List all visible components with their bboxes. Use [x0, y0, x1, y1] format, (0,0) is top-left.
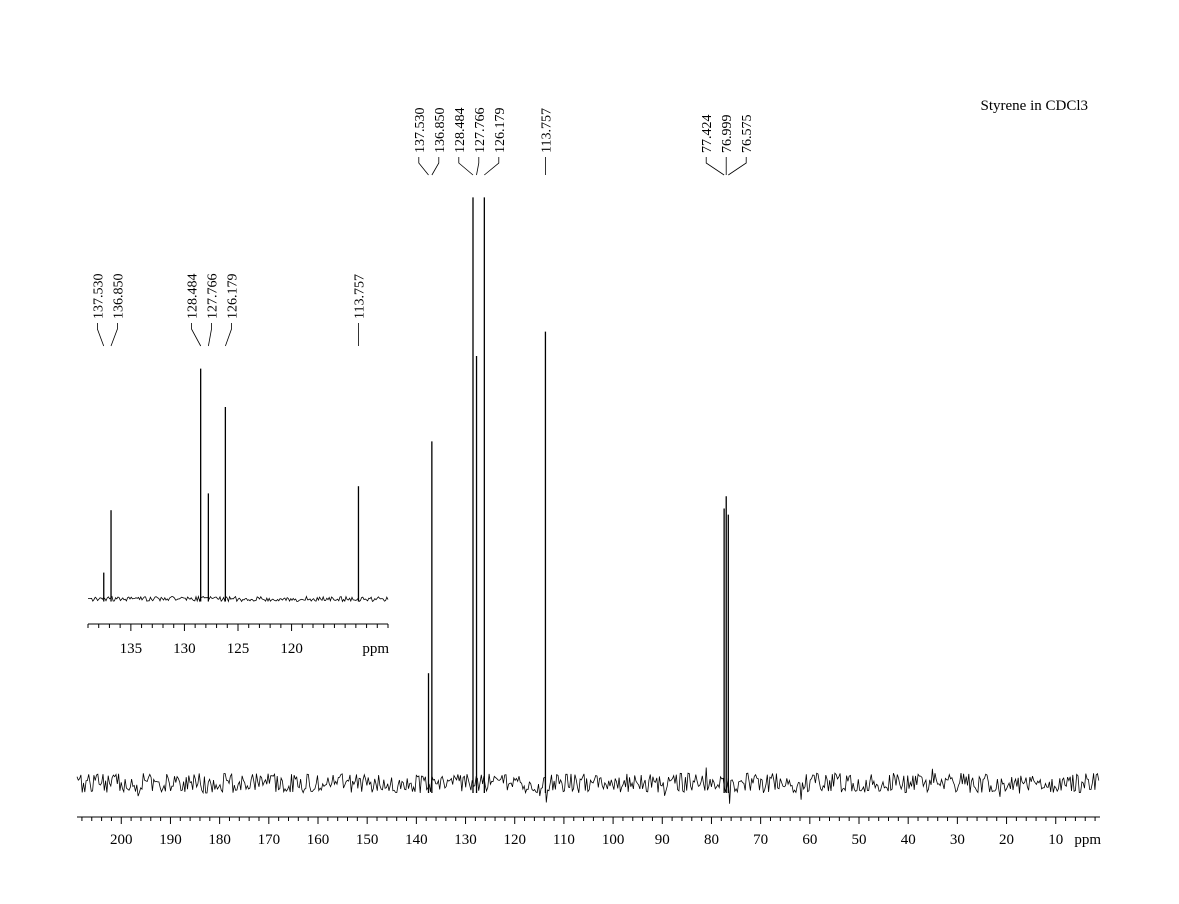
x-tick-label: 135 — [120, 641, 143, 657]
x-tick-label: 90 — [655, 832, 670, 848]
peak-label: 136.850 — [433, 108, 448, 154]
peak-label: 127.766 — [206, 274, 221, 320]
x-tick-label: 150 — [356, 832, 379, 848]
x-tick-label: 60 — [802, 832, 817, 848]
chart-title: Styrene in CDCl3 — [981, 98, 1089, 114]
peak-leader-line — [418, 157, 429, 176]
x-tick-label: 110 — [553, 832, 575, 848]
peak-label: 137.530 — [91, 274, 106, 320]
x-tick-label: 125 — [227, 641, 250, 657]
peak-label: 76.999 — [720, 115, 735, 154]
x-tick-label: 50 — [852, 832, 867, 848]
peak-label: 136.850 — [111, 274, 126, 320]
peak-leader-line — [705, 157, 725, 176]
peak-label: 77.424 — [700, 115, 715, 154]
x-tick-label: 180 — [208, 832, 231, 848]
x-tick-label: 20 — [999, 832, 1014, 848]
x-tick-label: 120 — [280, 641, 303, 657]
peak-label: 126.179 — [493, 108, 508, 154]
peak-leader-line — [208, 323, 212, 347]
main-spectrum: 200 190 180 170 160 150 140 130 120 110 100 90 80 70 6… — [76, 108, 1101, 848]
peak-leader-line — [431, 157, 440, 176]
x-tick-label: 160 — [307, 832, 330, 848]
peak-leader-line — [191, 323, 202, 347]
x-tick-label: 130 — [173, 641, 196, 657]
peak-label: 128.484 — [453, 108, 468, 154]
peak-leader-line — [728, 157, 747, 176]
peak-leader-line — [458, 157, 474, 176]
peak-leader-line — [225, 323, 232, 347]
x-tick-label: 190 — [159, 832, 182, 848]
peak-leader-line — [484, 157, 500, 176]
peak-label: 113.757 — [353, 274, 368, 319]
peak-leader-line — [476, 157, 480, 176]
x-tick-label: 30 — [950, 832, 965, 848]
spectrum-baseline — [76, 767, 1100, 804]
x-tick-label: 130 — [454, 832, 477, 848]
peak-label: 137.530 — [413, 108, 428, 154]
x-tick-label: 40 — [901, 832, 916, 848]
peak-label: 76.575 — [740, 115, 755, 154]
inset-spectrum: 135 130 125 120 ppm 137.530 136.850 128.484 127.… — [87, 274, 389, 657]
x-tick-label: 80 — [704, 832, 719, 848]
peak-label: 127.766 — [473, 108, 488, 154]
x-axis-label: ppm — [362, 641, 389, 657]
peak-label: 128.484 — [186, 274, 201, 320]
peak-label: 113.757 — [539, 108, 554, 153]
x-tick-label: 170 — [258, 832, 281, 848]
peak-leader-line — [110, 323, 118, 347]
spectrum-baseline — [88, 594, 389, 603]
x-tick-label: 140 — [405, 832, 428, 848]
x-tick-label: 200 — [110, 832, 133, 848]
peak-label: 126.179 — [226, 274, 241, 320]
x-tick-label: 70 — [753, 832, 768, 848]
x-axis-label: ppm — [1074, 832, 1101, 848]
peak-leader-line — [97, 323, 105, 347]
x-tick-label: 100 — [602, 832, 625, 848]
x-tick-label: 120 — [503, 832, 526, 848]
x-tick-label: 10 — [1048, 832, 1063, 848]
